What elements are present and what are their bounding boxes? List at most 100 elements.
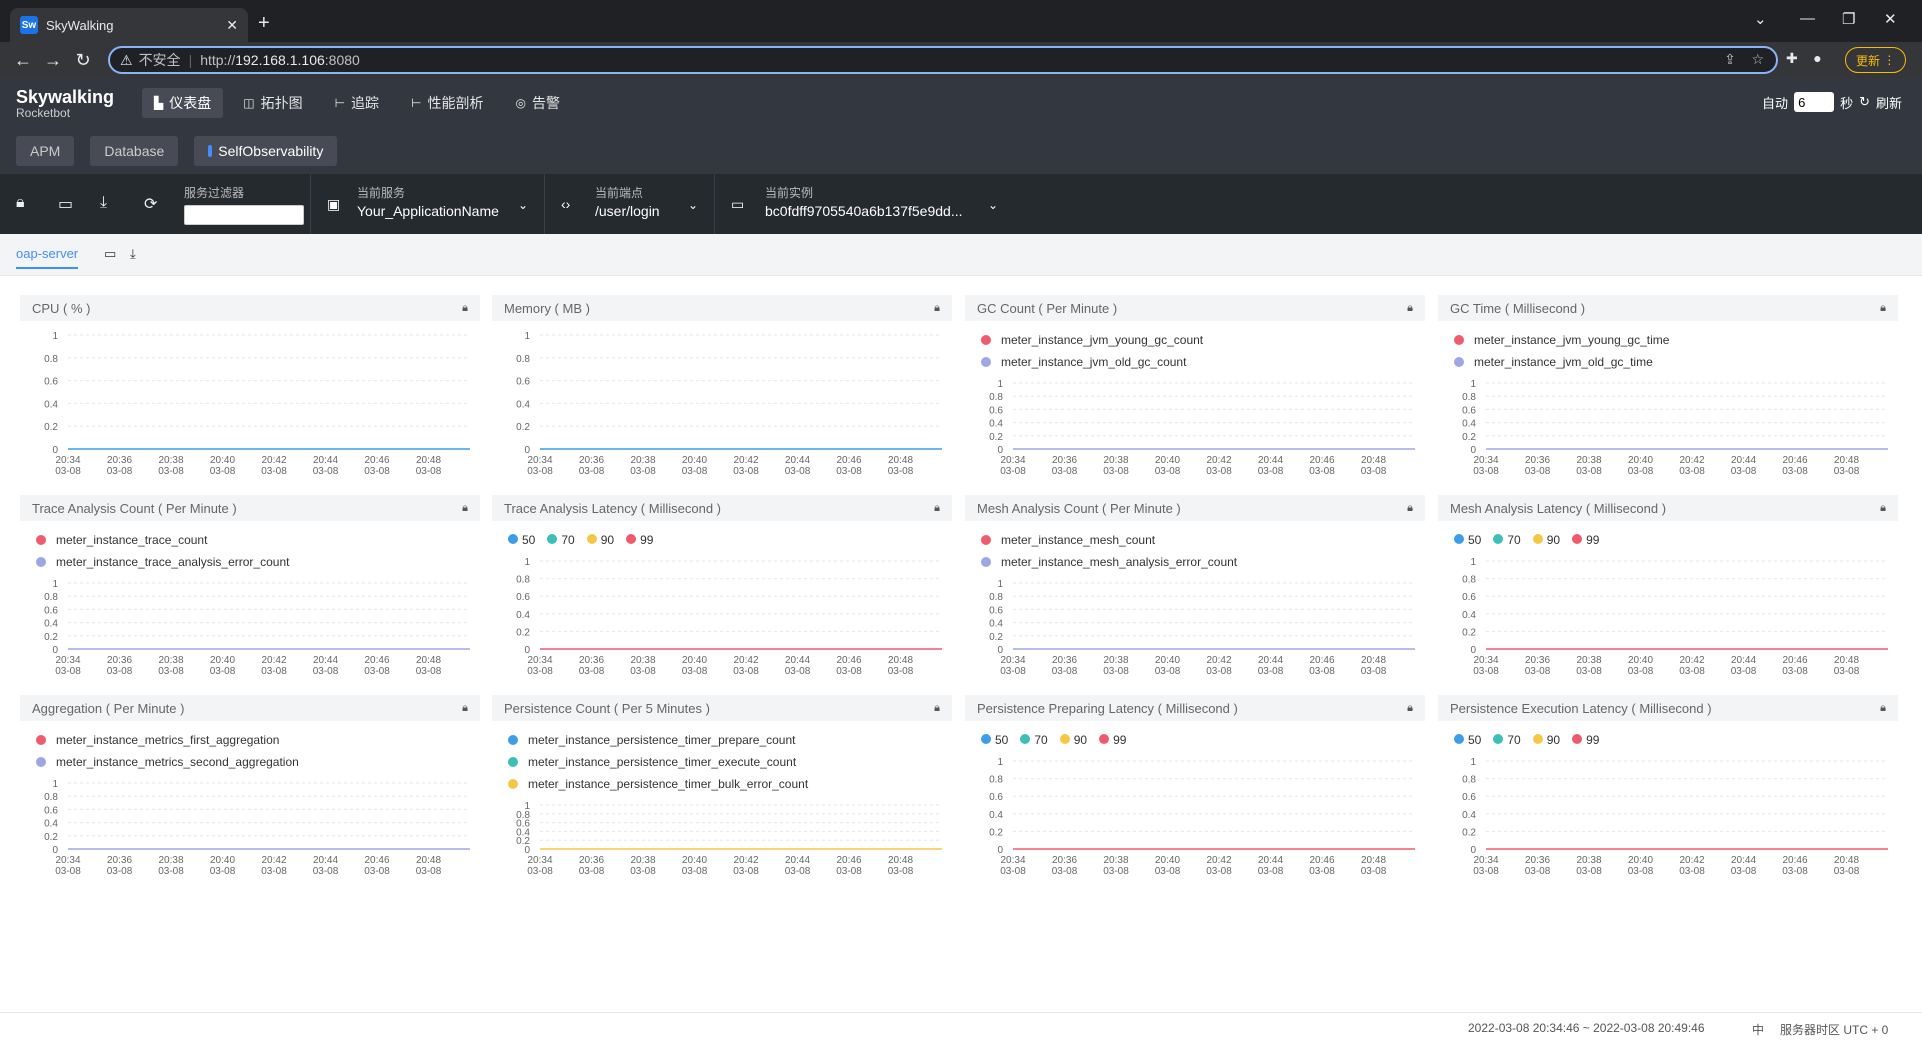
legend-item[interactable]: 99: [1572, 529, 1599, 551]
lock-icon[interactable]: 🔒︎: [1880, 501, 1886, 514]
x-tick-label: 20:34: [1473, 455, 1498, 466]
lock-icon[interactable]: 🔒︎: [934, 501, 940, 514]
refresh-button[interactable]: 刷新: [1875, 95, 1902, 111]
instance-selector[interactable]: ▭ 当前实例 bc0fdff9705540a6b137f5e9dd... ⌄: [714, 174, 1014, 234]
minimize-icon[interactable]: —: [1800, 10, 1815, 27]
tab-oap-server[interactable]: oap-server: [16, 246, 79, 269]
x-tick-label: 20:38: [158, 455, 183, 466]
x-tick-label: 20:48: [1834, 855, 1859, 866]
language-toggle[interactable]: 中: [1752, 1023, 1765, 1037]
new-tab-icon[interactable]: +: [258, 12, 270, 34]
lock-icon[interactable]: 🔒︎: [1407, 301, 1413, 314]
legend-item[interactable]: 99: [626, 529, 653, 551]
nav-trace[interactable]: ⊢ 追踪: [323, 88, 391, 118]
legend-item[interactable]: meter_instance_trace_count: [36, 529, 289, 551]
legend-label: 50: [1468, 733, 1482, 747]
nav-dashboard[interactable]: ▙ 仪表盘: [142, 88, 224, 118]
nav-profile[interactable]: ⊢ 性能剖析: [399, 88, 495, 118]
time-range[interactable]: 2022-03-08 20:34:46 ~ 2022-03-08 20:49:4…: [1468, 1021, 1705, 1035]
lock-icon[interactable]: 🔒︎: [462, 701, 468, 714]
tab-apm[interactable]: APM: [16, 136, 75, 166]
tab-database[interactable]: Database: [90, 136, 179, 166]
nav-topology[interactable]: ◫ 拓扑图: [231, 88, 314, 118]
update-button[interactable]: 更新 ⋮: [1845, 47, 1907, 73]
folder-icon[interactable]: ▭: [58, 196, 74, 213]
lock-icon[interactable]: 🔒︎: [462, 501, 468, 514]
legend-item[interactable]: meter_instance_trace_analysis_error_coun…: [36, 551, 289, 573]
lock-icon[interactable]: 🔒︎: [1407, 501, 1413, 514]
lock-icon[interactable]: 🔒︎: [16, 194, 25, 211]
tab-search-icon[interactable]: ⌄: [1754, 11, 1767, 28]
refresh-interval-input[interactable]: [1794, 92, 1835, 112]
folder-icon[interactable]: ▭: [104, 246, 117, 261]
legend-item[interactable]: meter_instance_mesh_analysis_error_count: [981, 551, 1237, 573]
chart-legend: 50 70 90 99: [981, 729, 1126, 751]
auto-refresh-toggle[interactable]: 自动: [1762, 95, 1789, 111]
browser-tab[interactable]: Sw SkyWalking ✕: [10, 8, 248, 42]
profile-icon[interactable]: ●: [1813, 50, 1822, 66]
panel-title: CPU ( % ): [32, 300, 91, 316]
x-tick-label: 03-08: [733, 866, 759, 877]
legend-dot-icon: [1532, 534, 1543, 544]
legend-item[interactable]: meter_instance_jvm_young_gc_time: [1454, 329, 1669, 351]
extensions-puzzle-icon[interactable]: ✚: [1786, 50, 1798, 66]
legend-item[interactable]: 70: [1020, 729, 1048, 751]
legend-item[interactable]: meter_instance_jvm_old_gc_time: [1454, 351, 1669, 373]
lock-icon[interactable]: 🔒︎: [1880, 301, 1886, 314]
download-icon[interactable]: ⤓: [130, 246, 136, 261]
legend-item[interactable]: 50: [1454, 729, 1481, 751]
legend-item[interactable]: 90: [1532, 729, 1560, 751]
reload-icon[interactable]: ↻: [75, 49, 91, 70]
legend-item[interactable]: 99: [1099, 729, 1126, 751]
legend-item[interactable]: meter_instance_jvm_old_gc_count: [981, 351, 1203, 373]
bookmark-star-icon[interactable]: ☆: [1751, 51, 1764, 67]
legend-item[interactable]: meter_instance_metrics_second_aggregatio…: [36, 751, 299, 773]
lock-icon[interactable]: 🔒︎: [934, 301, 940, 314]
lock-icon[interactable]: 🔒︎: [462, 301, 468, 314]
legend-label: 70: [561, 533, 575, 547]
legend-item[interactable]: 70: [1493, 529, 1521, 551]
lock-icon[interactable]: 🔒︎: [1880, 701, 1886, 714]
lock-icon[interactable]: 🔒︎: [934, 701, 940, 714]
endpoint-selector[interactable]: ‹› 当前端点 /user/login ⌄: [544, 174, 714, 234]
timezone-label: 服务器时区 UTC + 0: [1780, 1023, 1889, 1037]
y-tick-label: 0.2: [1462, 627, 1476, 638]
download-icon[interactable]: ⤓: [100, 194, 108, 211]
line-chart: 10.80.60.40.2020:3403-0820:3603-0820:380…: [516, 331, 942, 477]
legend-item[interactable]: 70: [547, 529, 575, 551]
skywalking-logo[interactable]: Skywalking Rocketbot: [16, 88, 114, 120]
tab-close-icon[interactable]: ✕: [226, 16, 238, 33]
legend-item[interactable]: 50: [981, 729, 1008, 751]
x-tick-label: 20:44: [785, 455, 810, 466]
legend-item[interactable]: 50: [1454, 529, 1481, 551]
legend-item[interactable]: meter_instance_metrics_first_aggregation: [36, 729, 299, 751]
lock-icon[interactable]: 🔒︎: [1407, 701, 1413, 714]
chart-legend: meter_instance_metrics_first_aggregation…: [36, 729, 299, 773]
back-icon[interactable]: ←: [14, 49, 32, 70]
x-tick-label: 03-08: [1000, 866, 1026, 877]
nav-alarm[interactable]: ◎ 告警: [503, 88, 571, 118]
x-tick-label: 20:42: [733, 655, 758, 666]
restore-icon[interactable]: ❐: [1842, 11, 1856, 28]
refresh-icon[interactable]: ↻: [1859, 94, 1870, 109]
reload-dashboard-icon[interactable]: ⟳: [144, 196, 158, 213]
legend-item[interactable]: 90: [1532, 529, 1560, 551]
legend-item[interactable]: 70: [1493, 729, 1521, 751]
legend-item[interactable]: 99: [1572, 729, 1599, 751]
legend-item[interactable]: 90: [586, 529, 614, 551]
legend-item[interactable]: 90: [1059, 729, 1087, 751]
service-filter-input[interactable]: [184, 205, 304, 225]
forward-icon[interactable]: →: [44, 49, 62, 70]
tab-selfobservability[interactable]: SelfObservability: [194, 136, 338, 166]
window-close-icon[interactable]: ✕: [1884, 11, 1897, 28]
share-icon[interactable]: ⇪: [1724, 51, 1736, 67]
url-input[interactable]: ⚠ 不安全 | http:// 192.168.1.106 :8080 ⇪ ☆: [108, 46, 1778, 74]
legend-item[interactable]: meter_instance_jvm_young_gc_count: [981, 329, 1203, 351]
legend-item[interactable]: meter_instance_persistence_timer_bulk_er…: [508, 773, 808, 795]
legend-item[interactable]: meter_instance_persistence_timer_prepare…: [508, 729, 808, 751]
service-selector[interactable]: ▣ 当前服务 Your_ApplicationName ⌄: [310, 174, 544, 234]
y-tick-label: 0: [997, 845, 1003, 856]
legend-item[interactable]: 50: [508, 529, 535, 551]
legend-item[interactable]: meter_instance_persistence_timer_execute…: [508, 751, 808, 773]
legend-item[interactable]: meter_instance_mesh_count: [981, 529, 1237, 551]
